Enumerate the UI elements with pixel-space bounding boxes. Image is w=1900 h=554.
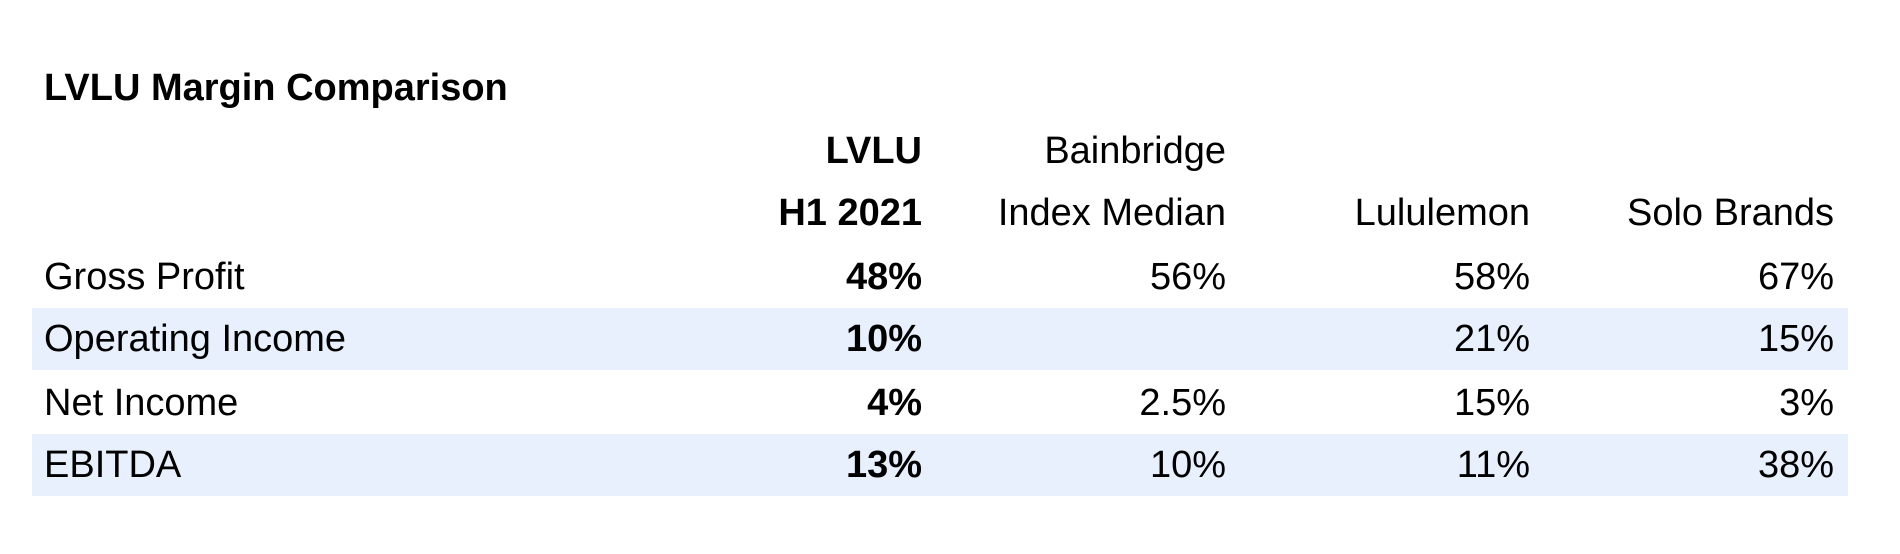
table-row-gross-profit: Gross Profit 48% 56% 58% 67%: [32, 246, 1848, 308]
column-header-bainbridge-line1: Bainbridge: [1044, 130, 1226, 172]
cell-lvlu: 13%: [845, 444, 922, 486]
row-label: Operating Income: [44, 318, 347, 360]
cell-bainbridge: 2.5%: [1139, 382, 1226, 424]
column-header-lvlu-line2: H1 2021: [778, 192, 922, 234]
column-header-solo-brands: Solo Brands: [1626, 192, 1834, 234]
cell-lvlu: 10%: [845, 318, 922, 360]
cell-solo-brands: 15%: [1757, 318, 1834, 360]
row-label: EBITDA: [44, 444, 182, 486]
cell-solo-brands: 3%: [1779, 382, 1834, 424]
cell-solo-brands: 67%: [1757, 256, 1834, 298]
cell-bainbridge: 56%: [1149, 256, 1226, 298]
column-header-bainbridge-line2: Index Median: [997, 192, 1226, 234]
row-label: Net Income: [44, 382, 239, 424]
column-header-lvlu-line1: LVLU: [825, 130, 922, 172]
cell-lululemon: 21%: [1453, 318, 1530, 360]
cell-bainbridge: 10%: [1149, 444, 1226, 486]
cell-lvlu: 48%: [845, 256, 922, 298]
cell-solo-brands: 38%: [1757, 444, 1834, 486]
column-header-lululemon: Lululemon: [1354, 192, 1530, 234]
table-row-net-income: Net Income 4% 2.5% 15% 3%: [32, 372, 1848, 434]
row-label: Gross Profit: [44, 256, 245, 298]
cell-lvlu: 4%: [867, 382, 922, 424]
cell-lululemon: 11%: [1456, 444, 1530, 486]
cell-lululemon: 15%: [1453, 382, 1530, 424]
table-title: LVLU Margin Comparison: [44, 67, 508, 109]
table-row-operating-income: Operating Income 10% 21% 15%: [32, 308, 1848, 370]
cell-lululemon: 58%: [1453, 256, 1530, 298]
table-row-ebitda: EBITDA 13% 10% 11% 38%: [32, 434, 1848, 496]
